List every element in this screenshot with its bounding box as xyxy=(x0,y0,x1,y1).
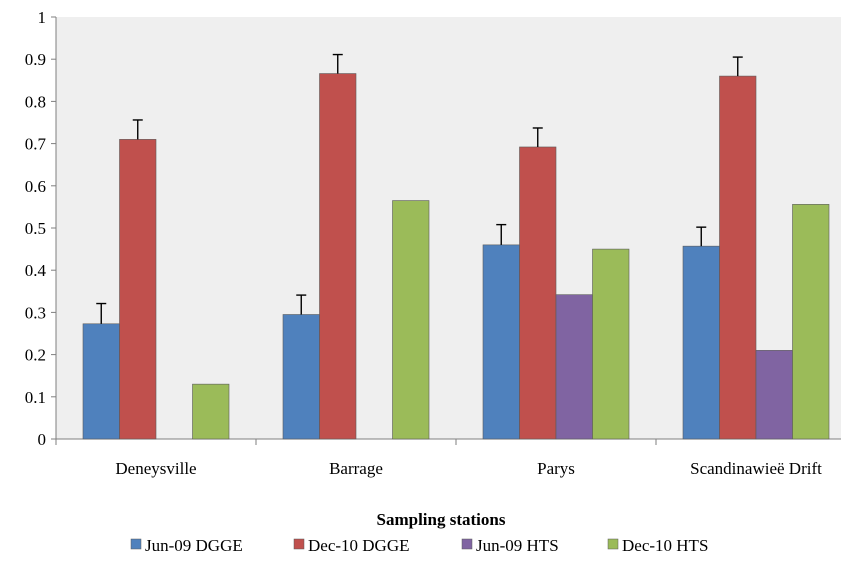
y-tick-label: 0.2 xyxy=(25,346,46,365)
legend-swatch xyxy=(461,538,473,550)
bar xyxy=(592,248,630,440)
y-tick-label: 0.8 xyxy=(25,92,46,111)
y-tick-label: 0.7 xyxy=(25,135,47,154)
bar xyxy=(519,146,557,440)
bar xyxy=(555,294,593,440)
bar xyxy=(319,73,357,440)
x-category-label: Parys xyxy=(537,459,575,478)
legend-label: Jun-09 HTS xyxy=(476,536,559,555)
bar xyxy=(282,314,320,440)
bar xyxy=(82,323,120,440)
y-tick-label: 0.4 xyxy=(25,261,47,280)
legend-swatch xyxy=(293,538,305,550)
bar xyxy=(755,350,793,440)
bar xyxy=(119,139,157,440)
y-tick-label: 0 xyxy=(38,430,47,449)
x-category-label: Deneysville xyxy=(115,459,196,478)
y-tick-label: 0.3 xyxy=(25,303,46,322)
x-axis-title: Sampling stations xyxy=(377,510,506,529)
bar xyxy=(682,245,720,440)
y-axis: 0 0.1 0.2 0.3 0.4 0.5 0.6 0.7 0.8 0.9 1 xyxy=(25,8,57,449)
legend-label: Dec-10 HTS xyxy=(622,536,708,555)
legend-label: Dec-10 DGGE xyxy=(308,536,410,555)
y-tick-label: 0.6 xyxy=(25,177,46,196)
error-bars xyxy=(96,53,743,324)
x-axis: Deneysville Barrage Parys Scandinawieë Drif… xyxy=(55,438,841,478)
bar xyxy=(482,244,520,440)
y-tick-label: 0.9 xyxy=(25,50,46,69)
x-category-label: Barrage xyxy=(329,459,383,478)
legend-swatch xyxy=(130,538,142,550)
legend: Jun-09 DGGE Dec-10 DGGE Jun-09 HTS Dec-10 H… xyxy=(130,536,708,555)
legend-label: Jun-09 DGGE xyxy=(145,536,243,555)
y-tick-label: 1 xyxy=(38,8,47,27)
bar xyxy=(392,200,430,440)
legend-swatch xyxy=(607,538,619,550)
bar xyxy=(719,75,757,440)
x-category-label: Scandinawieë Drift xyxy=(690,459,822,478)
y-tick-label: 0.1 xyxy=(25,388,46,407)
y-tick-label: 0.5 xyxy=(25,219,46,238)
bar xyxy=(192,383,230,440)
bar xyxy=(792,204,830,440)
bars xyxy=(82,73,830,440)
